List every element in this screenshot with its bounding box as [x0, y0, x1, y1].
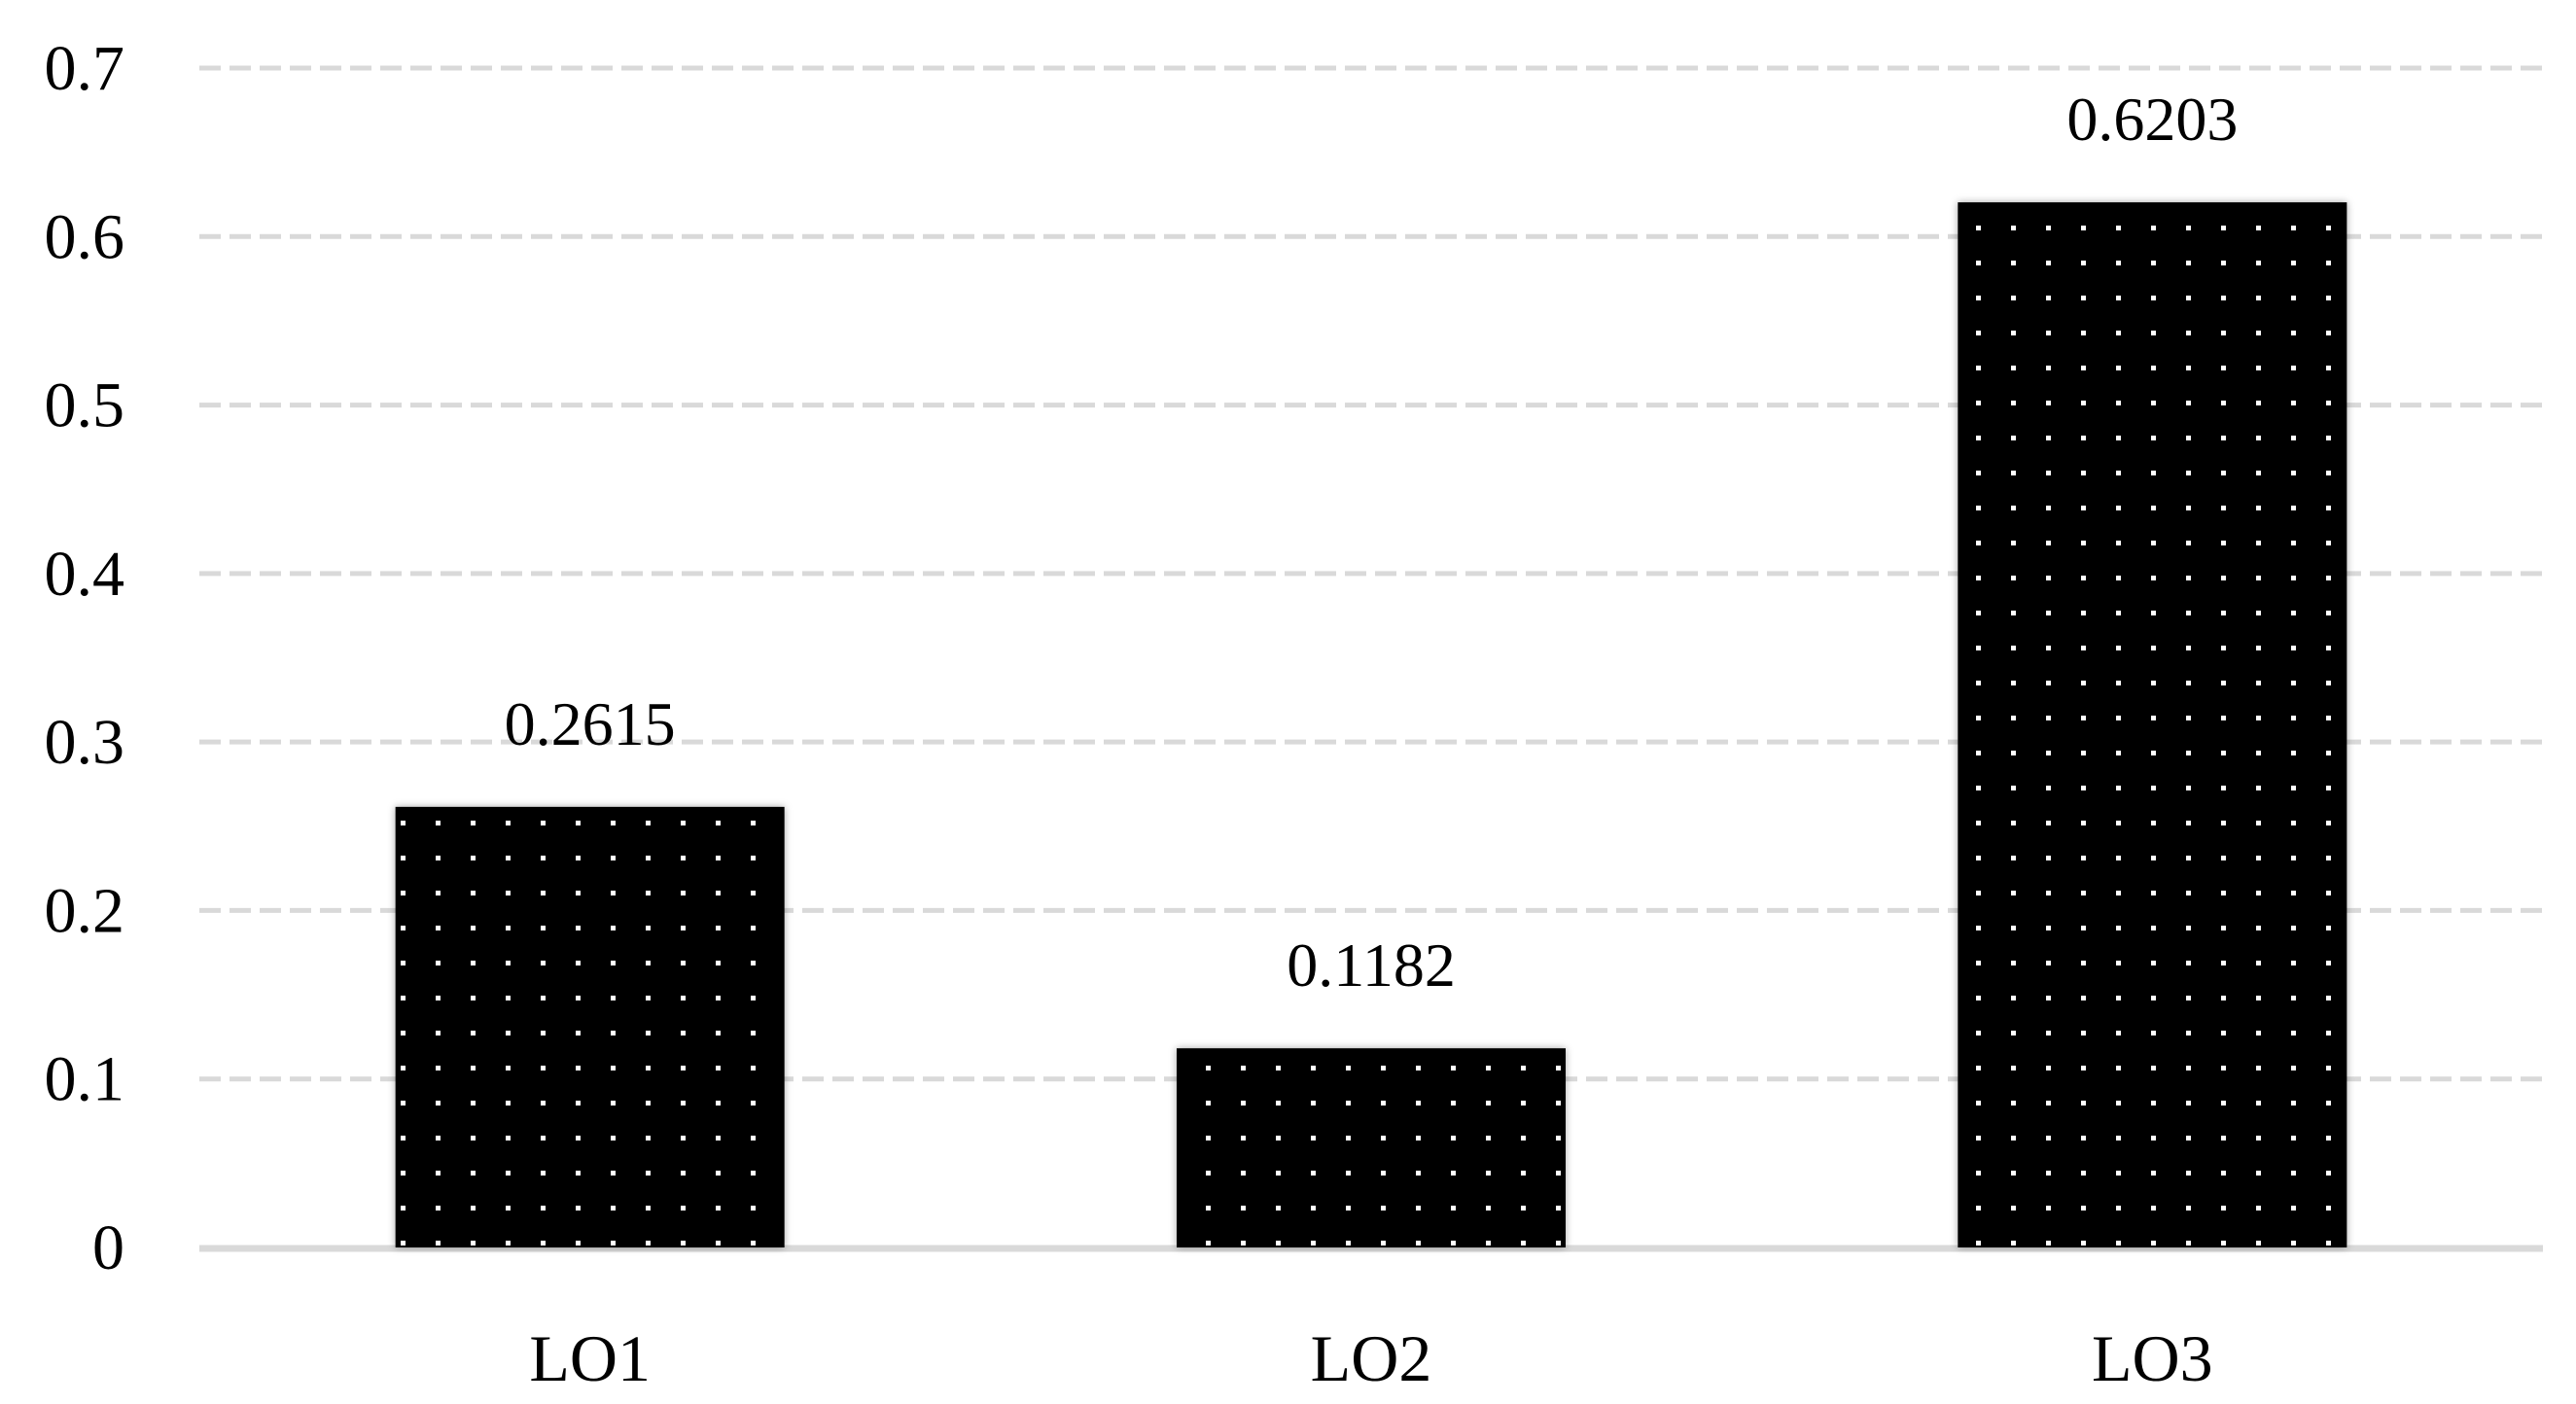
- y-tick-label: 0.5: [45, 370, 125, 441]
- data-labels: 0.2615 0.1182 0.6203: [505, 85, 2239, 1000]
- y-tick-label: 0: [92, 1212, 124, 1283]
- y-tick-label: 0.3: [45, 707, 125, 778]
- data-label-lo3: 0.6203: [2066, 85, 2238, 154]
- bar-lo1: [395, 806, 785, 1247]
- y-tick-label: 0.2: [45, 875, 125, 946]
- data-label-lo2: 0.1182: [1287, 930, 1456, 1000]
- y-tick-label: 0.6: [45, 201, 125, 272]
- y-tick-label: 0.4: [45, 539, 125, 610]
- bars: [395, 202, 2347, 1247]
- bar-lo2: [1177, 1048, 1566, 1247]
- y-tick-label: 0.7: [45, 33, 125, 104]
- data-label-lo1: 0.2615: [505, 689, 676, 758]
- y-tick-label: 0.1: [45, 1044, 125, 1115]
- bar-lo3: [1958, 202, 2347, 1247]
- x-tick-label-lo2: LO2: [1311, 1321, 1432, 1395]
- x-tick-label-lo3: LO3: [2092, 1321, 2213, 1395]
- x-tick-label-lo1: LO1: [529, 1321, 651, 1395]
- x-tick-labels: LO1 LO2 LO3: [529, 1321, 2212, 1395]
- y-tick-labels: 0 0.1 0.2 0.3 0.4 0.5 0.6 0.7: [45, 33, 125, 1283]
